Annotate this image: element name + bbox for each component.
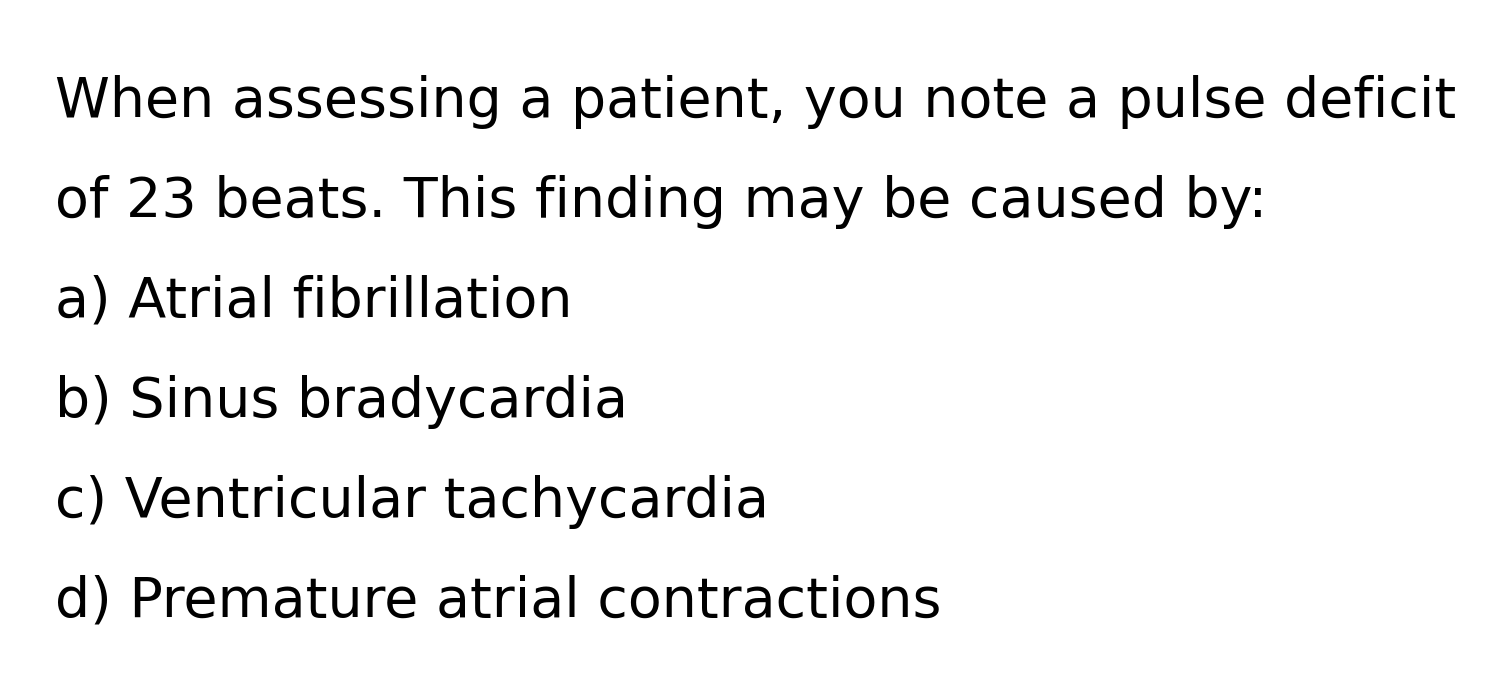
Text: of 23 beats. This finding may be caused by:: of 23 beats. This finding may be caused … [56, 175, 1268, 229]
Text: c) Ventricular tachycardia: c) Ventricular tachycardia [56, 475, 770, 529]
Text: When assessing a patient, you note a pulse deficit: When assessing a patient, you note a pul… [56, 75, 1456, 129]
Text: b) Sinus bradycardia: b) Sinus bradycardia [56, 375, 628, 429]
Text: d) Premature atrial contractions: d) Premature atrial contractions [56, 575, 942, 629]
Text: a) Atrial fibrillation: a) Atrial fibrillation [56, 275, 573, 329]
